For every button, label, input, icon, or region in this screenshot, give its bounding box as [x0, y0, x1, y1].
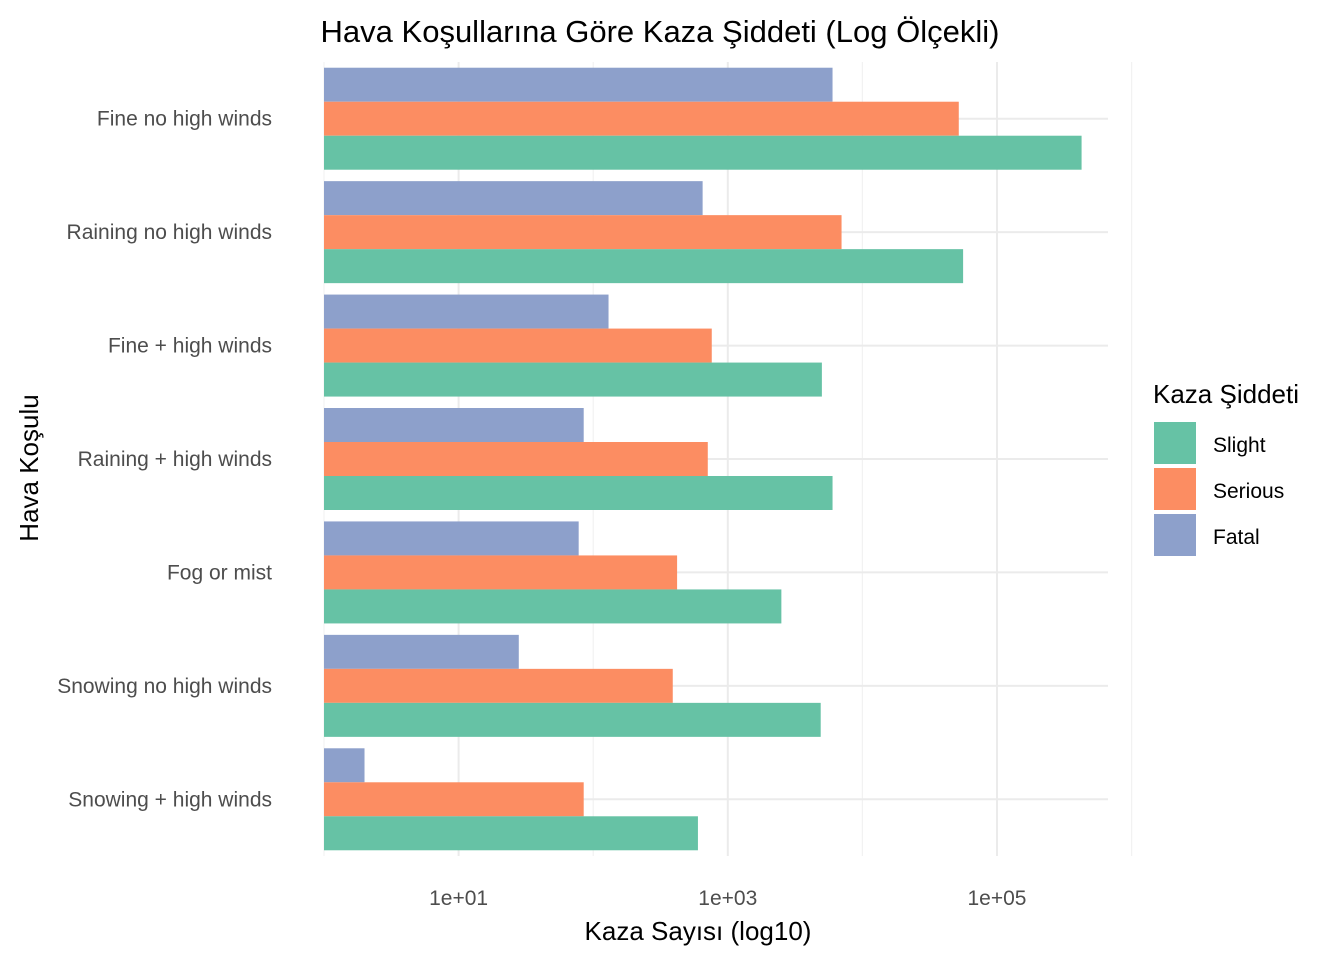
bar-slight-7 [324, 816, 698, 851]
legend-label-serious: Serious [1213, 480, 1284, 503]
bar-fatal-1 [324, 67, 833, 102]
x-tick-label: 1e+03 [698, 887, 757, 910]
y-tick-label: Raining + high winds [78, 448, 272, 471]
y-tick-label: Fog or mist [167, 561, 272, 584]
bar-fatal-4 [324, 408, 584, 442]
chart-title: Hava Koşullarına Göre Kaza Şiddeti (Log … [321, 14, 1000, 49]
y-tick-label: Raining no high winds [67, 221, 272, 244]
bar-fatal-7 [324, 748, 365, 783]
y-tick-label: Fine no high winds [97, 108, 272, 131]
bar-slight-1 [324, 135, 1082, 170]
y-axis-tick-labels: Fine no high winds Raining no high winds F… [57, 108, 272, 812]
bars [324, 67, 1082, 851]
legend-swatch-fatal [1154, 514, 1196, 556]
bar-slight-3 [324, 362, 822, 397]
bar-fatal-2 [324, 181, 703, 216]
bar-serious-3 [324, 328, 712, 363]
bar-slight-5 [324, 589, 782, 624]
y-axis-title: Hava Koşulu [14, 394, 44, 541]
legend: Kaza Şiddeti Slight Serious Fatal [1153, 379, 1299, 556]
x-axis-tick-labels: 1e+01 1e+03 1e+05 [429, 887, 1026, 910]
legend-label-slight: Slight [1213, 434, 1266, 457]
bar-slight-6 [324, 702, 821, 737]
x-tick-label: 1e+05 [968, 887, 1027, 910]
bar-fatal-3 [324, 294, 609, 329]
bar-fatal-5 [324, 521, 579, 556]
bar-serious-6 [324, 668, 673, 703]
y-tick-label: Fine + high winds [108, 335, 272, 358]
x-axis-title: Kaza Sayısı (log10) [585, 916, 812, 946]
bar-slight-2 [324, 249, 964, 284]
x-tick-label: 1e+01 [429, 887, 488, 910]
bar-fatal-6 [324, 634, 519, 669]
legend-swatch-slight [1154, 422, 1196, 464]
bar-serious-2 [324, 215, 842, 250]
legend-swatch-serious [1154, 468, 1196, 510]
legend-label-fatal: Fatal [1213, 526, 1260, 549]
bar-slight-4 [324, 476, 833, 510]
bar-serious-1 [324, 101, 959, 136]
legend-title: Kaza Şiddeti [1153, 379, 1299, 409]
bar-serious-4 [324, 442, 708, 476]
y-tick-label: Snowing no high winds [57, 675, 272, 698]
bar-serious-5 [324, 555, 678, 590]
y-tick-label: Snowing + high winds [68, 788, 272, 811]
bar-serious-7 [324, 782, 584, 817]
